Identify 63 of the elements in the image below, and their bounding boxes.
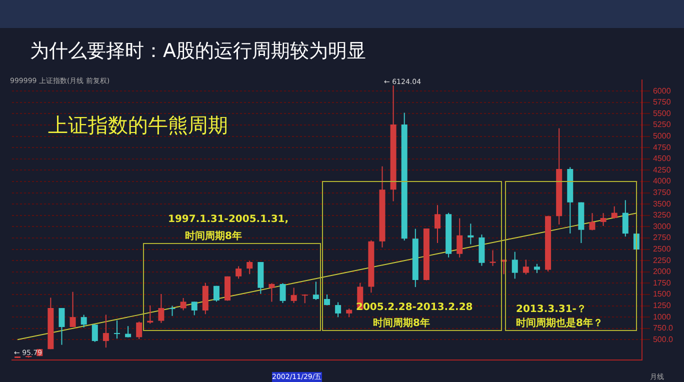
candlestick (490, 250, 496, 266)
candlestick (236, 266, 242, 280)
y-tick-label: 1500 (652, 290, 672, 299)
y-tick-label: 3500 (652, 199, 672, 208)
y-tick-label: 4500 (652, 154, 672, 164)
y-tick-label: 750.0 (652, 324, 674, 333)
candlestick (114, 320, 120, 340)
line-series (17, 212, 637, 340)
candlestick (180, 297, 186, 311)
candlestick (191, 301, 198, 316)
y-tick-label: 5250 (652, 120, 672, 130)
text: 上证指数的牛熊周期 (48, 112, 228, 139)
candlestick (58, 308, 65, 346)
candlestick (169, 305, 176, 316)
candlestick (80, 314, 87, 328)
y-tick-label: 4750 (652, 142, 672, 152)
y-tick-label: 5750 (652, 98, 672, 107)
candlestick (434, 204, 441, 244)
annotation: 1997.1.31-2005.1.31, (168, 214, 289, 225)
candlestick (512, 251, 518, 280)
candlestick (213, 285, 220, 302)
y-tick-label: 3750 (652, 188, 672, 197)
candlestick (600, 212, 606, 226)
y-tick-label: 5000 (652, 131, 672, 140)
annotation: 时间周期8年 (185, 230, 242, 243)
candlestick (92, 324, 98, 342)
candlestick (456, 218, 463, 258)
y-tick-label: 2250 (652, 256, 672, 265)
candlestick (522, 259, 529, 275)
candlestick (70, 291, 76, 328)
candlestick (611, 206, 618, 220)
y-tick-label: 5500 (652, 108, 672, 118)
candlestick (158, 294, 164, 324)
y-tick-label: 500.0 (652, 334, 674, 344)
chart-title: 为什么要择时：A股的运行周期较为明显 (30, 39, 366, 64)
annotation: 2013.3.31-？ (516, 303, 586, 316)
candlestick (589, 212, 596, 231)
candlestick (136, 321, 142, 340)
candlestick (324, 294, 330, 306)
candlestick (290, 287, 297, 304)
y-tick-label: 2500 (652, 244, 672, 254)
candlestick (280, 282, 286, 304)
candlestick (468, 223, 474, 245)
y-tick-label: 3250 (652, 210, 672, 220)
y-tick-label: 3000 (652, 222, 672, 231)
y-tick-label: 1750 (652, 278, 672, 288)
annotation: 时间周期8年 (373, 316, 430, 330)
candlestick (102, 314, 109, 348)
y-tick-label: 6000 (652, 86, 672, 96)
y-tick-label: 2000 (652, 267, 672, 276)
y-tick-label: 4250 (652, 165, 672, 174)
candlestick (534, 263, 540, 274)
candlestick (622, 200, 628, 238)
candlestick (246, 260, 253, 275)
annotation: 时间周期也是8年？ (516, 316, 603, 330)
y-tick-label: 1000 (652, 312, 672, 322)
y-tick-label: 4000 (652, 176, 672, 186)
y-tick-label: 1250 (652, 300, 672, 310)
candlestick (147, 304, 154, 324)
candlestick (268, 282, 275, 302)
candlestick (312, 281, 319, 300)
candlestick (335, 302, 342, 318)
y-tick-label: 2750 (652, 233, 672, 242)
